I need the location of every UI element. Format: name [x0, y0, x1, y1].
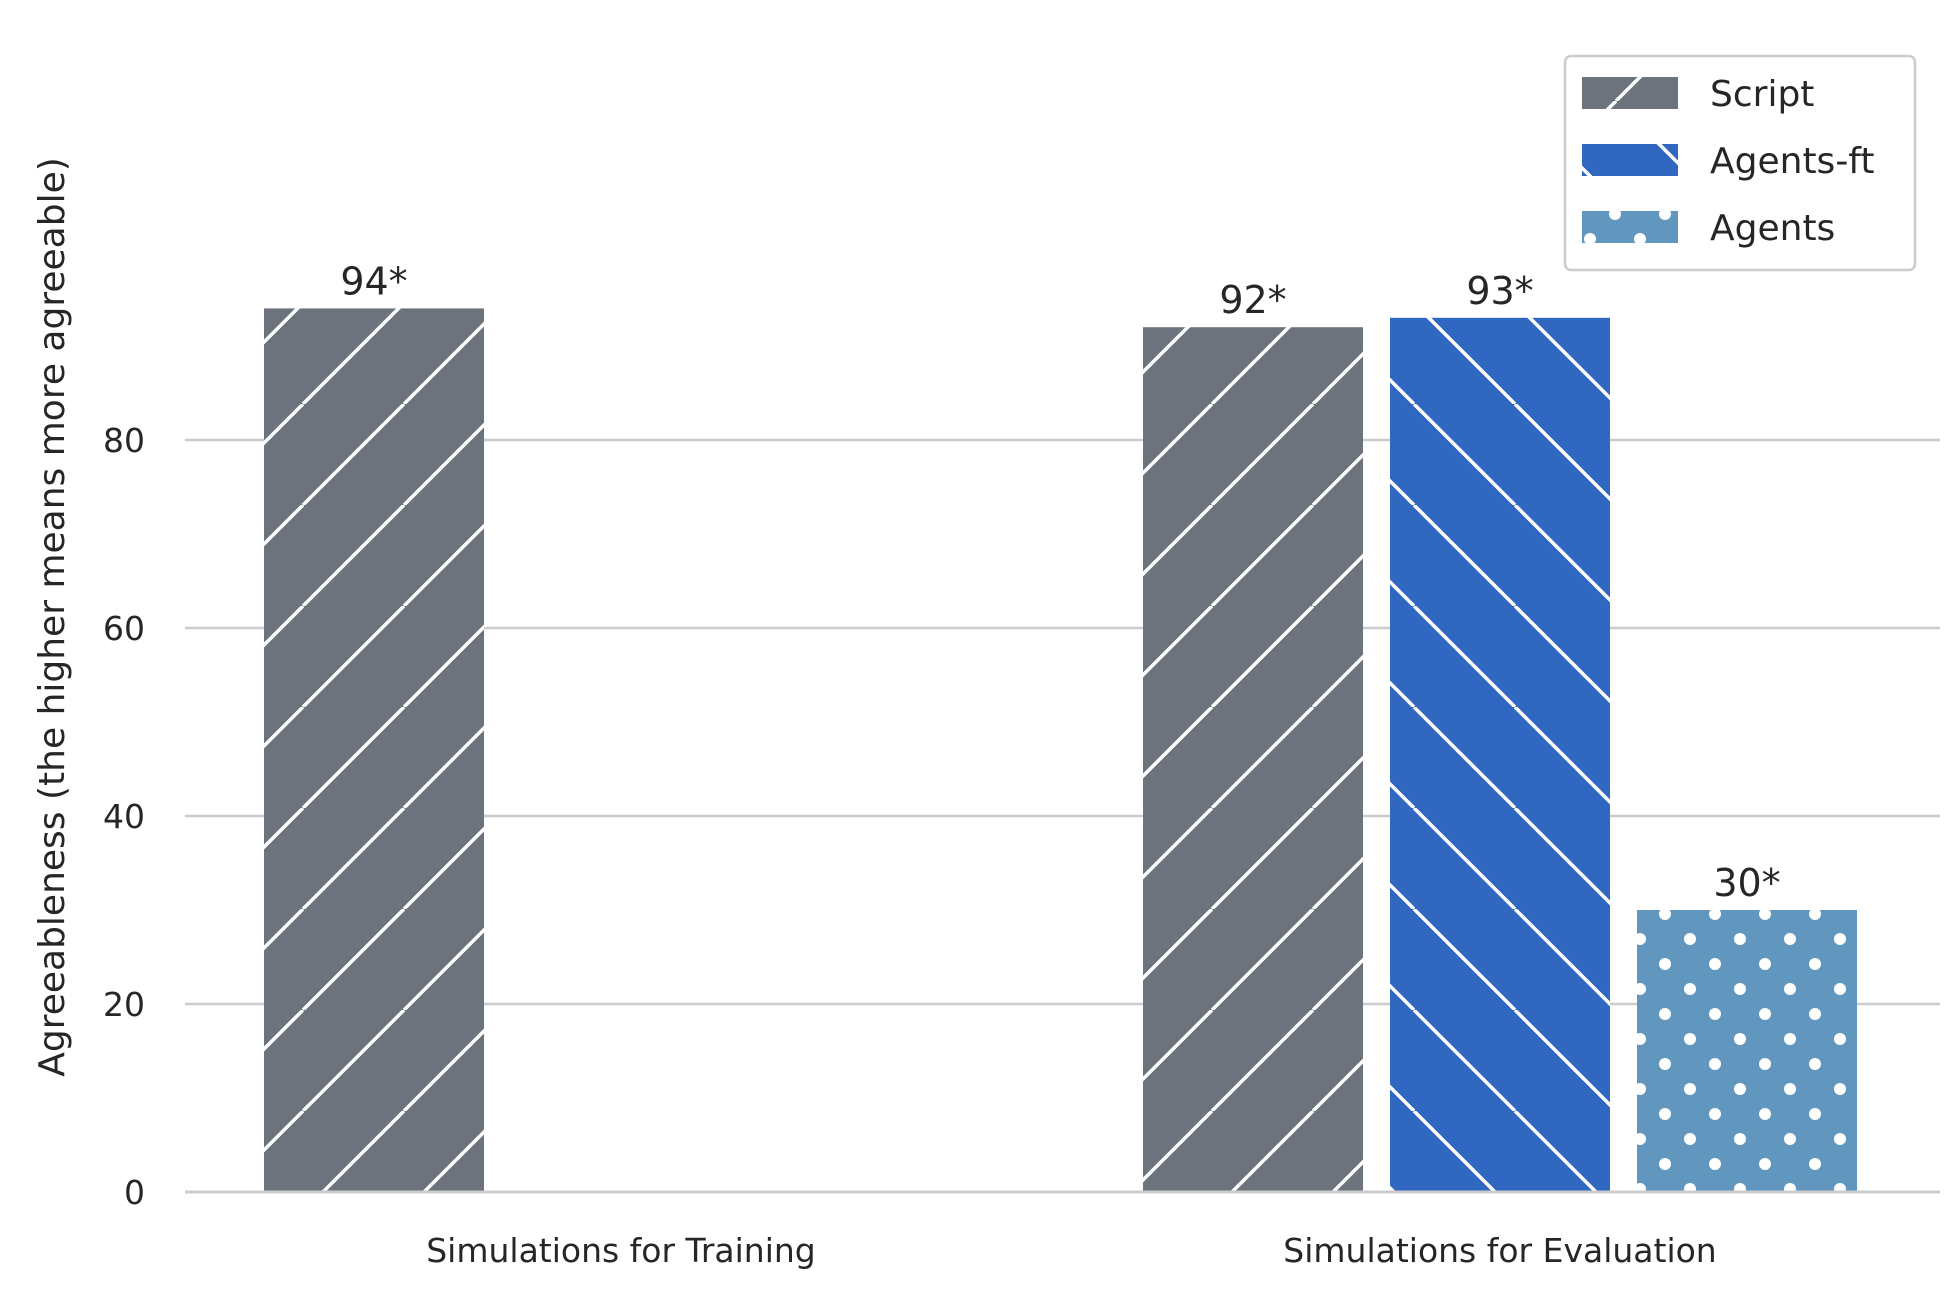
legend-swatch-script [1582, 77, 1678, 109]
y-tick-label: 40 [103, 797, 145, 836]
bar-value-labels: 94* 92* 93* 30* [340, 259, 1780, 905]
bar-value-label: 92* [1219, 278, 1286, 322]
legend-swatch-agents-ft [1582, 144, 1678, 176]
x-tick-labels: Simulations for Training Simulations for … [426, 1231, 1717, 1270]
y-tick-label: 80 [103, 421, 145, 460]
bar-agents-ft-1 [1390, 317, 1610, 1192]
bar-agents-1 [1637, 910, 1857, 1192]
legend-swatch-agents [1582, 211, 1678, 243]
y-axis-title: Agreeableness (the higher means more agr… [32, 157, 73, 1077]
legend: Script Agents-ft Agents [1563, 54, 1917, 272]
bars [264, 308, 1857, 1192]
bar-script-0 [264, 308, 484, 1192]
y-tick-label: 60 [103, 609, 145, 648]
y-tick-label: 20 [103, 985, 145, 1024]
x-tick-label: Simulations for Training [426, 1231, 816, 1270]
bar-value-label: 30* [1713, 861, 1780, 905]
bar-script-1 [1143, 327, 1363, 1192]
legend-label: Agents [1710, 208, 1835, 249]
legend-label: Agents-ft [1710, 141, 1874, 182]
bar-value-label: 94* [340, 259, 407, 303]
legend-label: Script [1710, 74, 1814, 115]
y-tick-labels: 0 20 40 60 80 [103, 421, 145, 1212]
bar-value-label: 93* [1466, 269, 1533, 313]
x-tick-label: Simulations for Evaluation [1283, 1231, 1716, 1270]
y-tick-label: 0 [124, 1173, 145, 1212]
